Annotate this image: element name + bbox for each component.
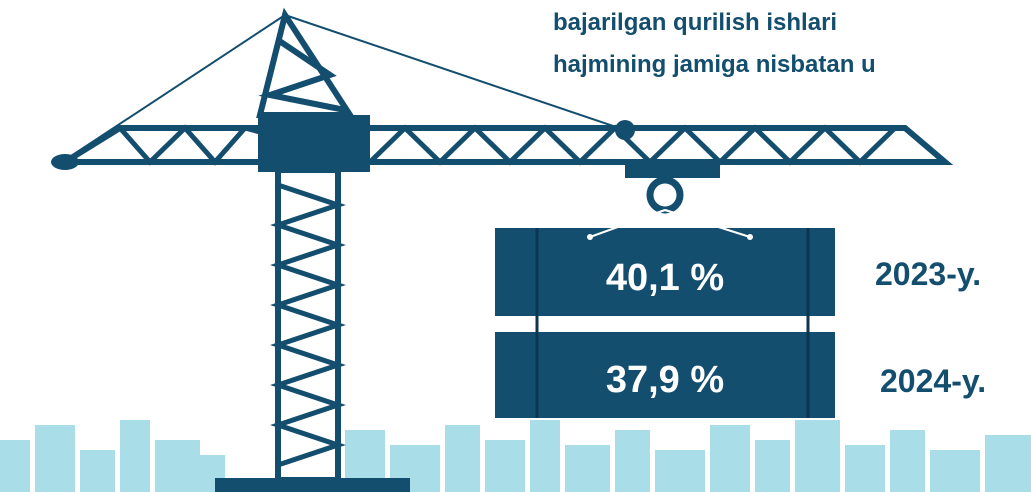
title-line: hajmining jamiga nisbatan u [553, 51, 876, 78]
crane-solid [51, 115, 835, 492]
year: 2024-y. [880, 363, 986, 399]
sling [664, 209, 751, 238]
sling [589, 209, 666, 238]
sign-lines [535, 228, 810, 418]
value: 37,9 % [606, 359, 724, 401]
skyline [0, 420, 1031, 492]
crane [54, 7, 954, 483]
hook-point [747, 234, 753, 240]
year: 2023-y. [875, 256, 981, 292]
hook-point [587, 234, 593, 240]
value: 40,1 % [606, 257, 724, 299]
title-line: bajarilgan qurilish ishlari [553, 9, 837, 36]
